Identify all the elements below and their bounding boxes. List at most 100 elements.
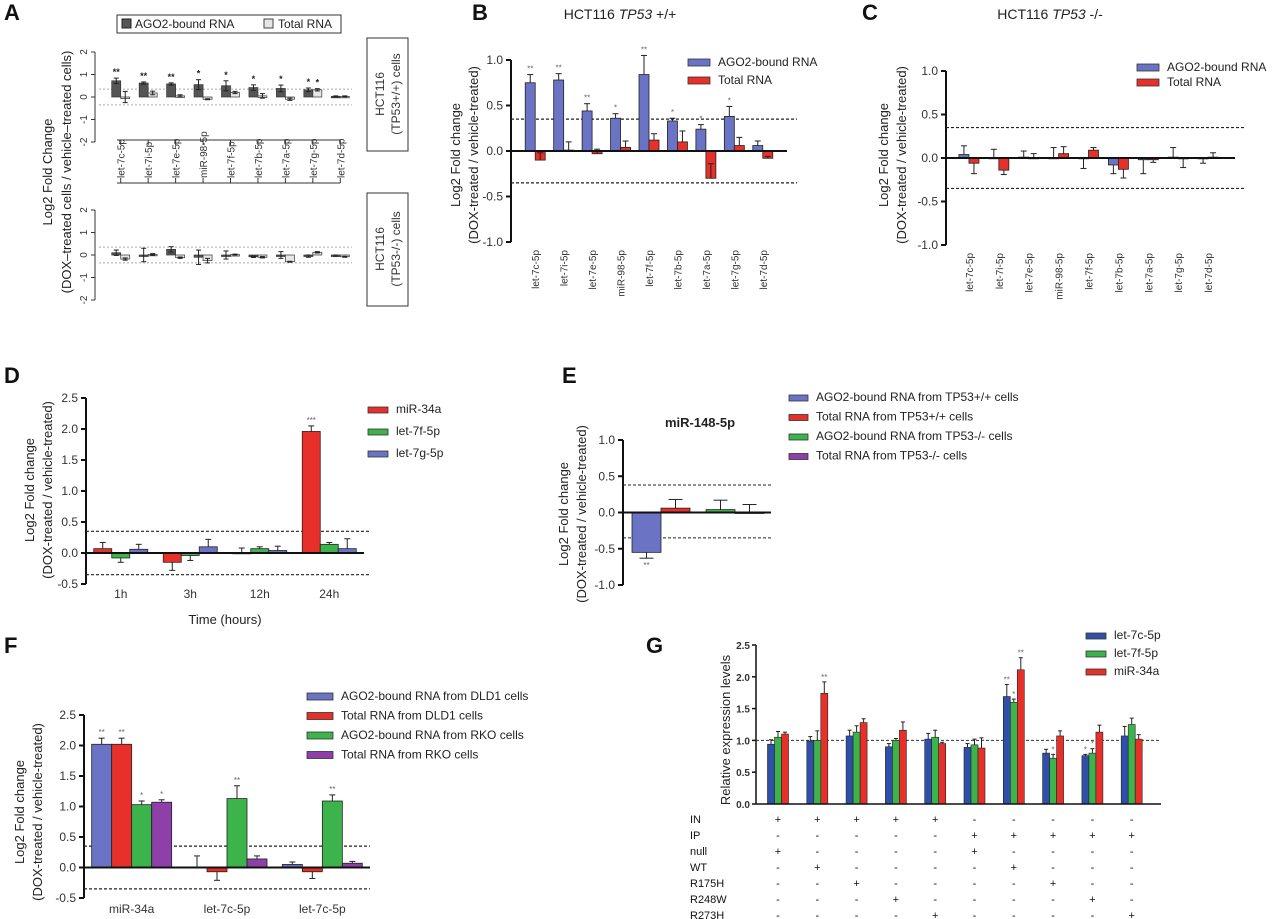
bar [806,740,815,805]
bar [1016,669,1025,805]
bar [1134,738,1143,805]
significance-marker: * [316,78,320,88]
bar [1117,157,1129,170]
category-label: let-7d-5p [759,250,770,290]
category-label: let-7e-5p [172,138,183,178]
condition-cell: - [1012,894,1016,906]
y-tick-label: 1.0 [486,53,503,67]
condition-row-label: IP [690,830,700,842]
significance-marker: ** [1018,649,1024,658]
legend-label: Total RNA from TP53+/+ cells [816,410,973,424]
y-axis-label: (DOX–treated cells / vehicle–treated cel… [59,51,74,294]
condition-cell: - [1012,878,1016,890]
panel-letter-a: A [4,0,20,25]
y-tick-label: -1.0 [917,238,938,252]
condition-cell: + [1050,830,1056,842]
condition-cell: - [1130,878,1134,890]
significance-marker: * [728,96,731,105]
legend-label: AGO2-bound RNA from TP53+/+ cells [816,390,1019,404]
condition-cell: + [1089,830,1095,842]
condition-cell: - [815,830,819,842]
bar [1002,696,1011,805]
condition-cell: - [1012,846,1016,858]
y-axis-label: (DOX-treated / vehicle-treated) [574,425,589,603]
legend-swatch [306,712,334,720]
condition-cell: + [814,814,820,826]
condition-cell: - [1130,862,1134,874]
bar [767,743,775,805]
y-tick-label: 0.0 [736,800,750,811]
condition-cell: + [932,814,938,826]
significance-marker: ** [168,72,176,82]
category-label: let-7f-5p [645,250,656,287]
legend-label: AGO2-bound RNA from DLD1 cells [341,689,528,703]
category-label: let-7c-5p [299,902,346,916]
category-label: let-7c-5p [965,253,976,292]
y-tick-label: 1.5 [61,453,78,467]
y-tick-label: 0.0 [921,151,938,165]
bar [845,735,854,805]
significance-marker: * [224,70,228,80]
subplot-label-line: (TP53+/+) cells [389,53,403,134]
subplot-label-line: HCT116 [373,227,387,271]
condition-cell: - [933,846,937,858]
condition-cell: + [1089,894,1095,906]
condition-row-label: R248W [690,894,727,906]
y-tick-label: 0.5 [486,99,503,113]
y-tick-label: 1 [79,229,90,235]
condition-cell: + [775,846,781,858]
category-label: let-7d-5p [336,138,347,178]
legend-swatch [121,18,132,29]
condition-cell: - [973,814,977,826]
category-label: 3h [184,587,197,601]
significance-marker: ** [99,728,105,737]
bar [1009,701,1018,805]
condition-cell: + [893,894,899,906]
legend-swatch [263,18,274,29]
condition-cell: - [933,830,937,842]
title-text: HCT116 [997,6,1052,22]
condition-cell: - [973,910,977,919]
condition-cell: - [776,830,780,842]
condition-cell: - [1091,814,1095,826]
y-axis-label: Log2 Fold change [556,462,571,566]
bar [859,722,868,805]
category-label: let-7d-5p [1204,253,1215,293]
category-label: let-7b-5p [254,138,265,178]
y-axis-label: (DOX-treated / vehicle-treated) [466,66,481,244]
condition-cell: - [1012,910,1016,919]
condition-cell: + [853,878,859,890]
legend-swatch [1136,63,1160,72]
panel-letter-c: C [862,0,878,25]
condition-cell: - [855,894,859,906]
panel-letter-f: F [4,633,17,658]
condition-cell: - [776,910,780,919]
y-tick-label: -0.5 [594,542,615,556]
panel-d-chart: -0.5 0.0 0.5 1.0 1.5 2.0 2.5 *** 1h 3h 12h 24h Time … [22,391,444,627]
bar [162,552,182,563]
y-tick-label: 1.0 [598,433,615,447]
condition-cell: + [814,862,820,874]
y-axis-label: (DOX-treated / vehicle-treated) [40,401,55,579]
category-label: let-7g-5p [730,250,741,290]
bar [1081,755,1090,805]
condition-cell: - [1051,910,1055,919]
condition-cell: + [1128,830,1134,842]
panel-c-chart: HCT116 TP53 -/- -1.0 -0.5 0.0 0.5 1.0 let-7c-5… [876,6,1266,300]
legend-swatch [367,428,389,436]
bar [998,157,1010,171]
condition-cell: - [933,894,937,906]
y-tick-label: -1 [79,115,90,124]
bar [610,117,621,152]
category-label: miR-98-5p [1055,253,1066,300]
y-axis-label: (DOX-treated / vehicle-treated) [30,723,45,901]
bar [553,79,565,152]
y-tick-label: 0.5 [921,108,938,122]
title-gene: TP53 [619,6,653,22]
condition-row-label: null [690,846,707,858]
bar [885,746,893,805]
bar [131,804,153,868]
bar [1107,157,1119,166]
condition-row-label: R273H [690,910,724,919]
y-tick-label: 0.5 [598,469,615,483]
